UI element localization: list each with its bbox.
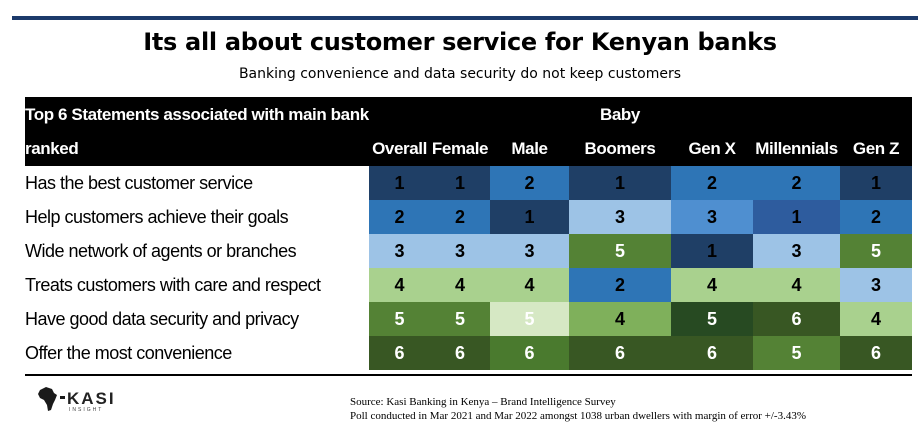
- header-label-line2: ranked: [25, 132, 369, 166]
- column-header-gen-z-top: [840, 97, 912, 132]
- rank-cell: 5: [671, 302, 753, 336]
- logo-bar-icon: [60, 396, 65, 399]
- rank-cell: 1: [490, 200, 569, 234]
- rank-cell: 6: [369, 336, 430, 370]
- rank-cell: 2: [671, 166, 753, 200]
- rank-cell: 4: [369, 268, 430, 302]
- rank-cell: 6: [490, 336, 569, 370]
- rank-cell: 3: [490, 234, 569, 268]
- rank-cell: 1: [430, 166, 490, 200]
- column-header-male-top: [490, 97, 569, 132]
- source-line-1: Source: Kasi Banking in Kenya – Brand In…: [350, 396, 616, 408]
- kasi-logo: KASI INSIGHT: [38, 387, 116, 413]
- table-row: Has the best customer service 1 1 2 1 2 …: [25, 166, 912, 200]
- page-title: Its all about customer service for Kenya…: [143, 28, 777, 56]
- rank-cell: 5: [430, 302, 490, 336]
- rank-cell: 6: [569, 336, 671, 370]
- rank-cell: 5: [753, 336, 840, 370]
- rank-cell: 1: [569, 166, 671, 200]
- africa-map-icon: [38, 387, 57, 411]
- statement-label: Help customers achieve their goals: [25, 206, 289, 227]
- statement-label: Has the best customer service: [25, 172, 253, 193]
- rank-cell: 1: [753, 200, 840, 234]
- rank-cell: 1: [671, 234, 753, 268]
- rank-cell: 2: [840, 200, 912, 234]
- rank-cell: 4: [671, 268, 753, 302]
- rank-cell: 2: [430, 200, 490, 234]
- table-header-row-2: ranked Overall Female Male Boomers Gen X…: [25, 132, 912, 166]
- source-line-2: Poll conducted in Mar 2021 and Mar 2022 …: [350, 410, 806, 422]
- rank-cell: 4: [840, 302, 912, 336]
- ranking-table: Top 6 Statements associated with main ba…: [25, 97, 912, 370]
- rank-cell: 3: [753, 234, 840, 268]
- bottom-rule: [25, 374, 912, 376]
- rank-cell: 3: [671, 200, 753, 234]
- column-header-gen-x-top: [671, 97, 753, 132]
- logo-tagline: INSIGHT: [69, 407, 103, 413]
- table-row: Treats customers with care and respect 4…: [25, 268, 912, 302]
- column-header-baby-boomers: Boomers: [569, 132, 671, 166]
- rank-cell: 6: [430, 336, 490, 370]
- rank-cell: 2: [490, 166, 569, 200]
- rank-cell: 3: [430, 234, 490, 268]
- table-row: Offer the most convenience 6 6 6 6 6 5 6: [25, 336, 912, 370]
- page-subtitle: Banking convenience and data security do…: [238, 66, 682, 82]
- rank-cell: 3: [840, 268, 912, 302]
- header-label-line1: Top 6 Statements associated with main ba…: [25, 97, 369, 132]
- rank-cell: 1: [840, 166, 912, 200]
- rank-cell: 1: [369, 166, 430, 200]
- top-rule: [12, 16, 918, 20]
- rank-cell: 6: [753, 302, 840, 336]
- rank-cell: 2: [753, 166, 840, 200]
- column-header-overall: Overall: [369, 132, 430, 166]
- table-row: Have good data security and privacy 5 5 …: [25, 302, 912, 336]
- table-header-row-1: Top 6 Statements associated with main ba…: [25, 97, 912, 132]
- column-header-female-top: [430, 97, 490, 132]
- rank-cell: 2: [569, 268, 671, 302]
- rank-cell: 4: [569, 302, 671, 336]
- column-header-gen-z: Gen Z: [840, 132, 912, 166]
- rank-cell: 5: [490, 302, 569, 336]
- statement-label: Offer the most convenience: [25, 342, 232, 363]
- table-row: Help customers achieve their goals 2 2 1…: [25, 200, 912, 234]
- column-header-male: Male: [490, 132, 569, 166]
- rank-cell: 6: [671, 336, 753, 370]
- statement-label: Treats customers with care and respect: [25, 274, 321, 295]
- column-header-millennials-top: [753, 97, 840, 132]
- table-row: Wide network of agents or branches 3 3 3…: [25, 234, 912, 268]
- logo-text: KASI: [67, 389, 116, 408]
- rank-cell: 4: [430, 268, 490, 302]
- rank-cell: 2: [369, 200, 430, 234]
- column-header-female: Female: [430, 132, 490, 166]
- rank-cell: 3: [569, 200, 671, 234]
- rank-cell: 4: [753, 268, 840, 302]
- column-header-baby-boomers-top: Baby: [569, 97, 671, 132]
- rank-cell: 6: [840, 336, 912, 370]
- statement-label: Have good data security and privacy: [25, 308, 299, 329]
- column-header-overall-top: [369, 97, 430, 132]
- statement-label: Wide network of agents or branches: [25, 240, 297, 261]
- rank-cell: 5: [369, 302, 430, 336]
- rank-cell: 3: [369, 234, 430, 268]
- rank-cell: 5: [840, 234, 912, 268]
- column-header-millennials: Millennials: [753, 132, 840, 166]
- rank-cell: 4: [490, 268, 569, 302]
- column-header-gen-x: Gen X: [671, 132, 753, 166]
- rank-cell: 5: [569, 234, 671, 268]
